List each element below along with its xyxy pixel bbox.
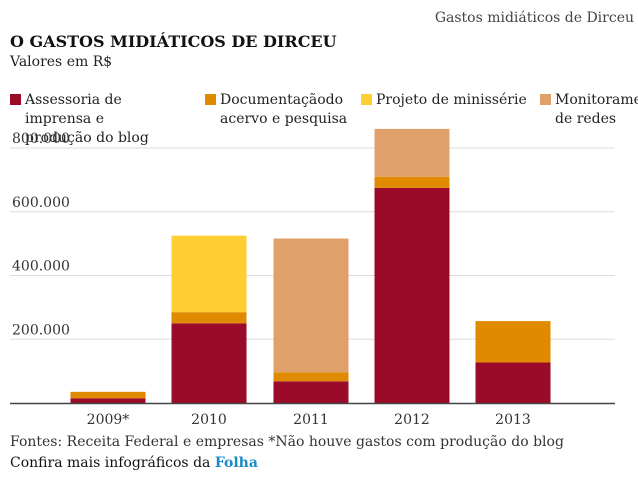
legend-item-monitoramento: Monitoramento de redes sociais [540, 91, 638, 131]
y-tick-label-3: 800.000 [12, 131, 70, 147]
x-tick-label-0: 2009* [87, 412, 130, 428]
legend-swatch-minisserie [361, 94, 372, 105]
sources-note: Fontes: Receita Federal e empresas *Não … [10, 434, 564, 450]
x-tick-label-4: 2013 [495, 412, 531, 428]
y-tick-label-1: 400.000 [12, 259, 70, 275]
bar-2010-series-2 [171, 235, 247, 313]
legend-swatch-assessoria [10, 94, 21, 105]
bar-2009-series-0 [70, 398, 146, 403]
y-tick-label-0: 200.000 [12, 322, 70, 338]
bar-2012-series-3 [374, 128, 450, 177]
bar-2010-series-0 [171, 323, 247, 403]
bar-2011-series-0 [273, 381, 349, 403]
more-infographics-text: Confira mais infográficos da [10, 455, 211, 471]
bar-2013-series-1 [475, 321, 551, 363]
legend-label-documentacao: Documentaçãodo acervo e pesquisa [220, 92, 348, 127]
folha-link[interactable]: Folha [214, 455, 258, 471]
bar-2010-series-1 [171, 312, 247, 324]
x-tick-label-2: 2011 [293, 412, 329, 428]
legend-swatch-monitoramento [540, 94, 551, 105]
chart-top-label: Gastos midiáticos de Dirceu [434, 10, 634, 26]
x-tick-label-1: 2010 [191, 412, 227, 428]
bar-2013-series-0 [475, 362, 551, 403]
legend-label-assessoria: Assessoria de imprensa e produção do blo… [25, 92, 149, 146]
chart-title: O GASTOS MIDIÁTICOS DE DIRCEU [10, 32, 337, 51]
bar-2011-series-3 [273, 238, 349, 373]
x-tick-label-3: 2012 [394, 412, 430, 428]
legend-label-monitoramento: Monitoramento de redes sociais [555, 92, 638, 131]
legend-label-minisserie: Projeto de minissérie [376, 92, 527, 108]
more-infographics-line: Confira mais infográficos da Folha [10, 455, 258, 471]
bar-2009-series-1 [70, 391, 146, 399]
legend-swatch-documentacao [205, 94, 216, 105]
chart-subtitle: Valores em R$ [10, 54, 113, 70]
bar-2011-series-1 [273, 372, 349, 382]
bar-2012-series-0 [374, 187, 450, 403]
y-tick-label-2: 600.000 [12, 195, 70, 211]
bar-2012-series-1 [374, 176, 450, 188]
